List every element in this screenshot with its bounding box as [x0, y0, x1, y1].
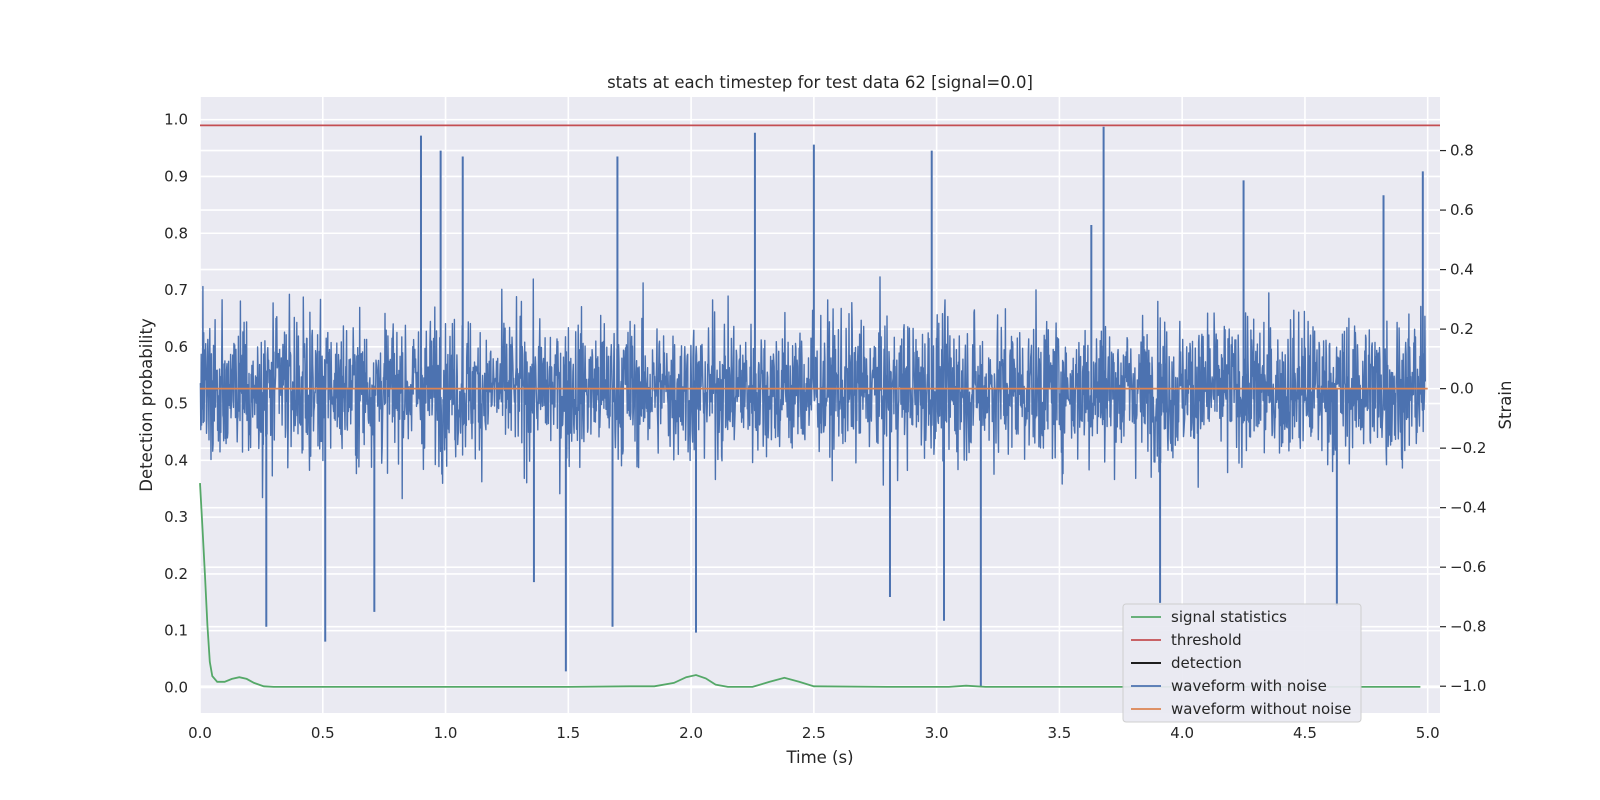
x-axis-label: Time (s) — [785, 748, 853, 767]
y-left-tick-label: 0.8 — [164, 224, 188, 242]
y-left-tick-label: 0.2 — [164, 565, 188, 583]
legend-label: signal statistics — [1171, 608, 1287, 626]
y-left-tick-label: 0.9 — [164, 167, 188, 185]
y-left-tick-label: 0.5 — [164, 395, 188, 413]
x-tick-label: 4.0 — [1170, 724, 1194, 742]
x-tick-label: 3.0 — [925, 724, 949, 742]
legend-label: waveform with noise — [1171, 677, 1327, 695]
waveform-with-noise-line — [199, 276, 1426, 500]
y-right-tick-label: −1.0 — [1450, 677, 1486, 695]
y-axis-left-label: Detection probability — [137, 318, 156, 492]
legend-box — [1122, 603, 1362, 723]
y-right-tick-label: 0.4 — [1450, 261, 1474, 279]
chart-title: stats at each timestep for test data 62 … — [607, 73, 1033, 92]
y-right-tick-label: 0.6 — [1450, 201, 1474, 219]
x-tick-label: 5.0 — [1416, 724, 1440, 742]
y-left-tick-label: 0.3 — [164, 508, 188, 526]
y-right-tick-label: 0.2 — [1450, 320, 1474, 338]
y-axis-right-label: Strain — [1496, 381, 1515, 430]
y-left-tick-label: 0.7 — [164, 281, 188, 299]
y-left-tick-label: 0.1 — [164, 622, 188, 640]
signal-statistics-line — [199, 483, 1421, 688]
x-tick-label: 2.0 — [679, 724, 703, 742]
legend-label: waveform without noise — [1171, 700, 1351, 718]
y-right-tick-label: −0.4 — [1450, 499, 1486, 517]
legend: signal statistics threshold detection wavef… — [1122, 603, 1362, 723]
y-right-tick-label: −0.2 — [1450, 439, 1486, 457]
x-tick-label: 4.5 — [1293, 724, 1317, 742]
series-layer — [199, 124, 1440, 688]
y-right-tick-label: −0.8 — [1450, 618, 1486, 636]
y-right-tick-label: 0.0 — [1450, 380, 1474, 398]
x-tick-label: 2.5 — [802, 724, 826, 742]
y-left-tick-label: 1.0 — [164, 111, 188, 129]
y-left-tick-label: 0.6 — [164, 338, 188, 356]
x-tick-label: 1.0 — [434, 724, 458, 742]
legend-label: detection — [1171, 654, 1242, 672]
x-tick-label: 1.5 — [556, 724, 580, 742]
y-left-tick-label: 0.4 — [164, 451, 188, 469]
legend-label: threshold — [1171, 631, 1242, 649]
x-tick-label: 0.0 — [188, 724, 212, 742]
ticks: 0.0 0.5 1.0 1.5 2.0 2.5 3.0 3.5 4.0 4.5 5.0 0.0 0.1 0… — [164, 111, 1486, 742]
x-tick-label: 3.5 — [1047, 724, 1071, 742]
y-right-tick-label: 0.8 — [1450, 142, 1474, 160]
y-left-tick-label: 0.0 — [164, 678, 188, 696]
y-right-tick-label: −0.6 — [1450, 558, 1486, 576]
x-tick-label: 0.5 — [311, 724, 335, 742]
